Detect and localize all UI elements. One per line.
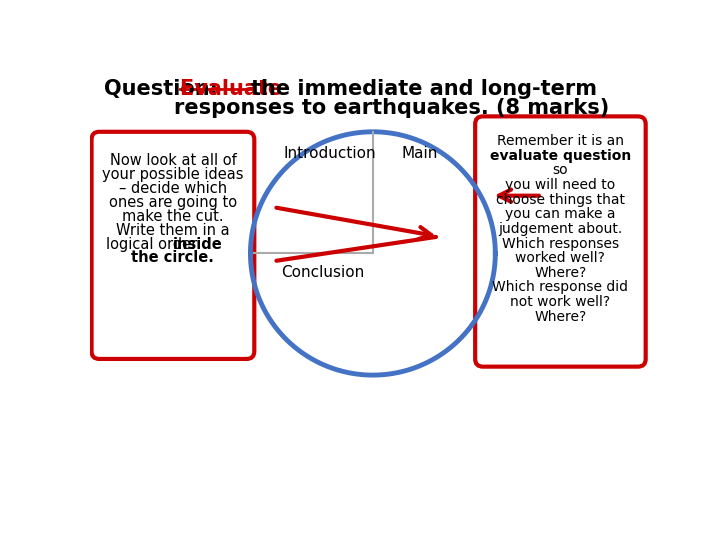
FancyBboxPatch shape (475, 117, 646, 367)
Text: Which response did: Which response did (492, 280, 629, 294)
Text: – decide which: – decide which (119, 181, 227, 196)
Text: make the cut.: make the cut. (122, 209, 224, 224)
Text: Introduction: Introduction (284, 146, 377, 161)
Text: you can make a: you can make a (505, 207, 616, 221)
Text: the circle.: the circle. (132, 251, 215, 265)
Text: evaluate question: evaluate question (490, 148, 631, 163)
Text: Where?: Where? (534, 309, 587, 323)
Text: Evaluate: Evaluate (180, 79, 289, 99)
Text: Which responses: Which responses (502, 237, 619, 251)
Text: Conclusion: Conclusion (281, 265, 364, 280)
Text: Remember it is an: Remember it is an (497, 134, 624, 148)
Text: Now look at all of: Now look at all of (109, 153, 236, 168)
Text: logical order: logical order (106, 237, 206, 252)
Text: Where?: Where? (534, 266, 587, 280)
Text: not work well?: not work well? (510, 295, 611, 309)
Text: so: so (553, 164, 568, 177)
Text: Question:: Question: (104, 79, 225, 99)
Text: choose things that: choose things that (496, 193, 625, 207)
Text: worked well?: worked well? (516, 251, 606, 265)
FancyBboxPatch shape (91, 132, 254, 359)
Text: judgement about.: judgement about. (498, 222, 623, 236)
Text: your possible ideas: your possible ideas (102, 167, 243, 182)
Text: Write them in a: Write them in a (116, 222, 230, 238)
Text: responses to earthquakes. (8 marks): responses to earthquakes. (8 marks) (174, 98, 609, 118)
Text: ones are going to: ones are going to (109, 195, 237, 210)
Text: you will need to: you will need to (505, 178, 616, 192)
Text: Main: Main (401, 146, 438, 161)
Text: inside: inside (173, 237, 222, 252)
Text: the immediate and long-term: the immediate and long-term (251, 79, 597, 99)
